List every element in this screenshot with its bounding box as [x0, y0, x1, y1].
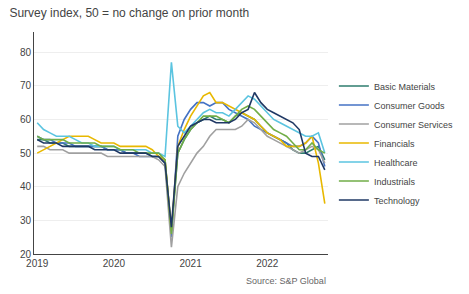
svg-text:30: 30: [20, 215, 32, 226]
svg-text:Technology: Technology: [374, 196, 420, 206]
svg-text:60: 60: [20, 114, 32, 125]
svg-text:Financials: Financials: [374, 139, 415, 149]
svg-text:2021: 2021: [179, 258, 202, 269]
svg-text:Source: S&P Global: Source: S&P Global: [246, 276, 326, 286]
svg-text:2019: 2019: [26, 258, 49, 269]
svg-text:Basic Materials: Basic Materials: [374, 82, 436, 92]
svg-text:20: 20: [20, 249, 32, 260]
svg-text:70: 70: [20, 80, 32, 91]
svg-text:80: 80: [20, 47, 32, 58]
svg-text:2020: 2020: [103, 258, 126, 269]
svg-text:Consumer Services: Consumer Services: [374, 120, 453, 130]
svg-text:Survey index, 50 = no change o: Survey index, 50 = no change on prior mo…: [9, 6, 249, 20]
svg-text:Healthcare: Healthcare: [374, 158, 418, 168]
svg-text:Industrials: Industrials: [374, 177, 416, 187]
svg-text:2022: 2022: [256, 258, 279, 269]
svg-text:40: 40: [20, 181, 32, 192]
svg-text:50: 50: [20, 148, 32, 159]
svg-text:Consumer Goods: Consumer Goods: [374, 101, 445, 111]
